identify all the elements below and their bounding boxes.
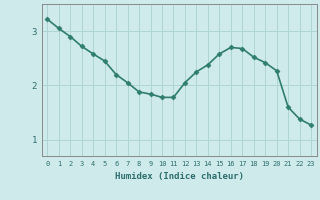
X-axis label: Humidex (Indice chaleur): Humidex (Indice chaleur): [115, 172, 244, 181]
